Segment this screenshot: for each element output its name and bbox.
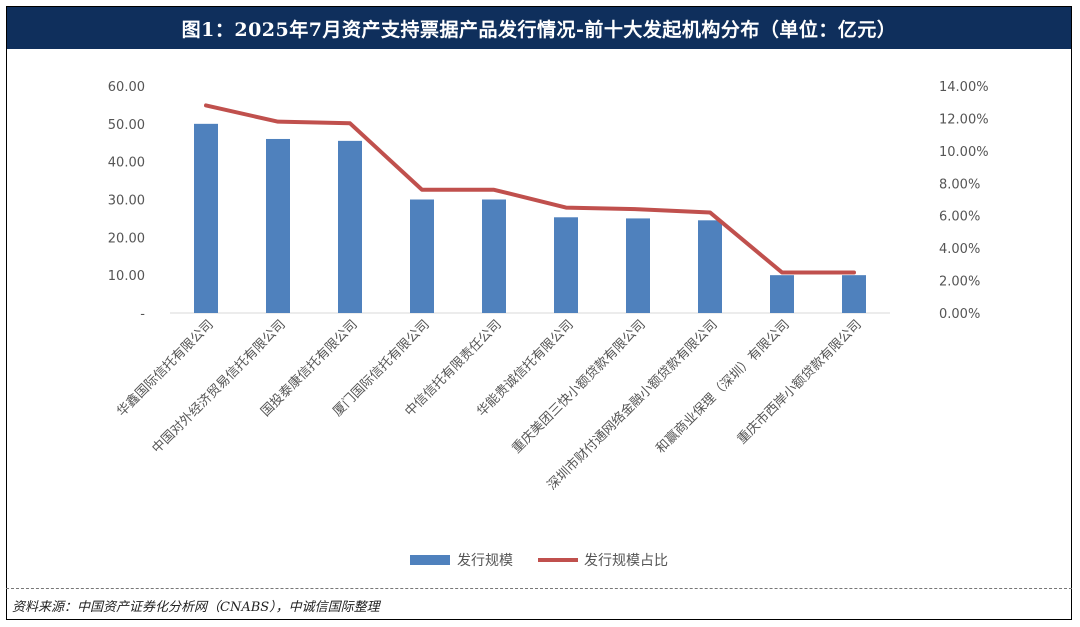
y-left-tick-label: 10.00 <box>108 269 145 284</box>
y-right-tick-label: 8.00% <box>939 177 980 192</box>
bar <box>842 275 866 313</box>
y-left-tick-label: 20.00 <box>108 231 145 246</box>
legend-line-label: 发行规模占比 <box>584 553 668 569</box>
y-right-tick-label: 10.00% <box>939 145 989 160</box>
bar <box>338 140 362 313</box>
y-left-tick-label: - <box>140 307 145 322</box>
bar <box>410 199 434 313</box>
y-right-tick-label: 4.00% <box>939 242 980 257</box>
y-right-tick-label: 0.00% <box>939 307 980 322</box>
category-label: 和赢商业保理（深圳）有限公司 <box>653 317 793 457</box>
bar <box>626 218 650 313</box>
y-right-tick-label: 2.00% <box>939 275 980 290</box>
bar <box>482 199 506 313</box>
legend-bar-label: 发行规模 <box>457 553 513 569</box>
figure-frame <box>6 6 1072 620</box>
y-left-tick-label: 60.00 <box>108 80 145 95</box>
category-label: 重庆美团三快小额贷款有限公司 <box>509 317 649 457</box>
share-line <box>204 103 856 275</box>
title-bar: 图1：2025年7月资产支持票据产品发行情况-前十大发起机构分布（单位：亿元） <box>7 7 1071 49</box>
chart-area: - 10.00 20.00 30.00 40.00 50.00 60.00 0.00% 2.00… <box>7 49 1071 587</box>
y-left-tick-label: 40.00 <box>108 156 145 171</box>
legend-bar-swatch <box>410 555 450 565</box>
y-right-tick-label: 12.00% <box>939 112 989 127</box>
category-label: 重庆市西岸小额贷款有限公司 <box>734 317 865 448</box>
bar <box>194 123 218 313</box>
source-divider <box>6 588 1072 589</box>
y-right-tick-label: 14.00% <box>939 80 989 95</box>
figure-title: 图1：2025年7月资产支持票据产品发行情况-前十大发起机构分布（单位：亿元） <box>181 18 897 41</box>
bar <box>770 275 794 313</box>
bar <box>554 217 578 313</box>
y-right-tick-label: 6.00% <box>939 210 980 225</box>
category-label: 中国对外经济贸易信托有限公司 <box>150 317 289 456</box>
y-left-tick-label: 50.00 <box>108 118 145 133</box>
y-left-tick-label: 30.00 <box>108 194 145 209</box>
bar <box>698 220 722 313</box>
source-note: 资料来源：中国资产证券化分析网（CNABS），中诚信国际整理 <box>12 600 380 615</box>
bar <box>266 138 290 313</box>
combo-chart: - 10.00 20.00 30.00 40.00 50.00 60.00 0.00% 2.00… <box>108 80 989 569</box>
